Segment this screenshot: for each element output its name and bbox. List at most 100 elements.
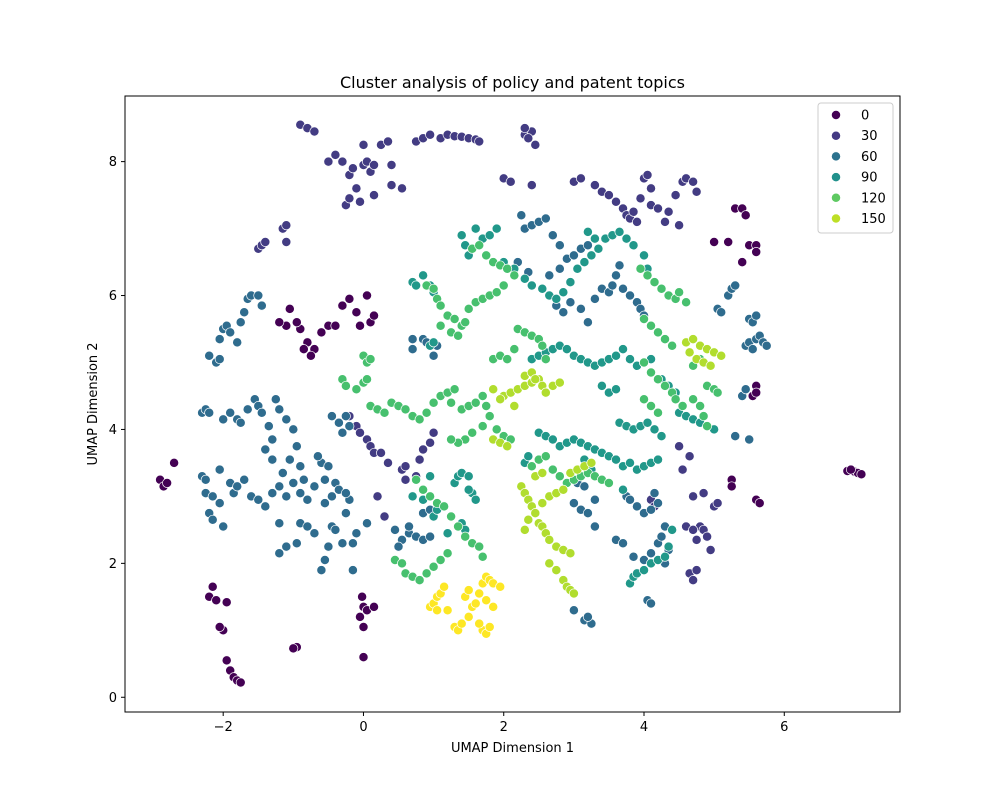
data-point bbox=[559, 288, 568, 297]
data-point bbox=[555, 241, 564, 250]
data-point bbox=[657, 284, 666, 293]
data-point bbox=[380, 408, 389, 417]
data-point bbox=[643, 418, 652, 427]
data-point bbox=[559, 485, 568, 494]
data-point bbox=[485, 231, 494, 240]
data-point bbox=[443, 606, 452, 615]
data-point bbox=[611, 385, 620, 394]
data-point bbox=[689, 525, 698, 534]
data-point bbox=[324, 542, 333, 551]
data-point bbox=[520, 274, 529, 283]
data-point bbox=[310, 482, 319, 491]
data-point bbox=[618, 539, 627, 548]
data-point bbox=[373, 492, 382, 501]
data-point bbox=[552, 294, 561, 303]
data-point bbox=[524, 134, 533, 143]
data-point bbox=[331, 525, 340, 534]
data-point bbox=[576, 304, 585, 313]
data-point bbox=[741, 211, 750, 220]
data-point bbox=[303, 495, 312, 504]
data-point bbox=[545, 559, 554, 568]
data-point bbox=[426, 532, 435, 541]
data-point bbox=[292, 539, 301, 548]
y-tick-label: 6 bbox=[109, 289, 117, 304]
data-point bbox=[475, 589, 484, 598]
data-point bbox=[646, 549, 655, 558]
data-point bbox=[625, 495, 634, 504]
data-point bbox=[261, 237, 270, 246]
data-point bbox=[369, 602, 378, 611]
data-point bbox=[548, 231, 557, 240]
data-point bbox=[639, 314, 648, 323]
data-point bbox=[541, 388, 550, 397]
data-point bbox=[527, 181, 536, 190]
data-point bbox=[689, 335, 698, 344]
data-point bbox=[699, 412, 708, 421]
data-point bbox=[397, 559, 406, 568]
y-tick-label: 2 bbox=[109, 557, 117, 572]
data-point bbox=[261, 502, 270, 511]
data-point bbox=[646, 401, 655, 410]
data-point bbox=[415, 415, 424, 424]
data-point bbox=[348, 566, 357, 575]
data-point bbox=[352, 308, 361, 317]
data-point bbox=[555, 264, 564, 273]
data-point bbox=[257, 301, 266, 310]
data-point bbox=[303, 522, 312, 531]
data-point bbox=[717, 351, 726, 360]
data-point bbox=[650, 489, 659, 498]
data-point bbox=[345, 194, 354, 203]
data-point bbox=[710, 237, 719, 246]
data-point bbox=[397, 184, 406, 193]
data-point bbox=[569, 589, 578, 598]
data-point bbox=[604, 191, 613, 200]
data-point bbox=[482, 251, 491, 260]
data-point bbox=[639, 566, 648, 575]
data-point bbox=[461, 318, 470, 327]
data-point bbox=[222, 656, 231, 665]
data-point bbox=[327, 492, 336, 501]
data-point bbox=[447, 398, 456, 407]
data-point bbox=[482, 596, 491, 605]
data-point bbox=[618, 345, 627, 354]
data-point bbox=[362, 519, 371, 528]
data-point bbox=[320, 475, 329, 484]
data-point bbox=[653, 204, 662, 213]
data-point bbox=[341, 412, 350, 421]
data-point bbox=[611, 271, 620, 280]
data-point bbox=[611, 197, 620, 206]
data-point bbox=[639, 358, 648, 367]
data-point bbox=[569, 499, 578, 508]
data-point bbox=[615, 261, 624, 270]
data-point bbox=[531, 508, 540, 517]
data-point bbox=[331, 321, 340, 330]
data-point bbox=[689, 395, 698, 404]
data-point bbox=[590, 522, 599, 531]
data-point bbox=[299, 475, 308, 484]
data-point bbox=[348, 164, 357, 173]
data-point bbox=[541, 452, 550, 461]
data-point bbox=[320, 555, 329, 564]
data-point bbox=[569, 251, 578, 260]
data-point bbox=[201, 475, 210, 484]
data-point bbox=[639, 395, 648, 404]
data-point bbox=[703, 422, 712, 431]
data-point bbox=[653, 455, 662, 464]
data-point bbox=[352, 529, 361, 538]
data-point bbox=[706, 361, 715, 370]
data-point bbox=[692, 535, 701, 544]
y-tick-label: 4 bbox=[109, 423, 117, 438]
data-point bbox=[678, 401, 687, 410]
data-point bbox=[573, 264, 582, 273]
data-point bbox=[306, 351, 315, 360]
data-point bbox=[236, 678, 245, 687]
data-point bbox=[359, 140, 368, 149]
legend-marker bbox=[831, 131, 840, 140]
data-point bbox=[566, 549, 575, 558]
data-point bbox=[489, 385, 498, 394]
data-point bbox=[436, 555, 445, 564]
data-point bbox=[706, 545, 715, 554]
data-point bbox=[727, 482, 736, 491]
data-point bbox=[618, 485, 627, 494]
